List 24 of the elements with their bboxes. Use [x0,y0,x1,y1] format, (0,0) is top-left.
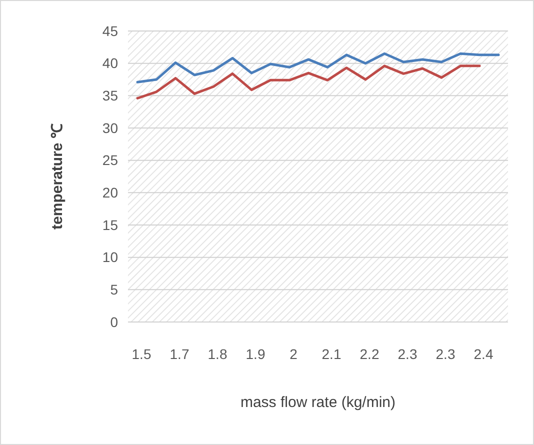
x-tick-label: 2.4 [474,346,494,362]
x-tick-label: 2.2 [360,346,380,362]
y-tick-label: 0 [110,314,118,330]
y-tick-label: 20 [102,184,118,201]
y-tick-label: 25 [102,152,118,168]
y-tick-label: 15 [102,216,118,233]
x-axis-title: mass flow rate (kg/min) [240,394,396,411]
line-series [136,64,481,100]
x-tick-label: 1.7 [170,346,190,362]
y-tick-label: 45 [102,22,118,39]
x-tick-label: 2 [290,346,298,362]
y-axis-title: temperature ℃ [49,124,66,230]
x-tick-label: 2.1 [322,346,342,362]
line-series [136,52,500,84]
y-tick-label: 40 [102,55,118,72]
y-tick-label: 10 [102,249,118,266]
x-tick-label: 2.3 [398,346,418,362]
y-tick-label: 35 [102,88,118,104]
y-tick-label: 5 [110,282,118,298]
x-tick-label: 1.9 [246,346,266,362]
x-tick-label: 2.3 [436,346,456,362]
x-tick-label: 1.5 [132,346,152,362]
x-tick-label: 1.8 [208,346,228,362]
y-tick-label: 30 [102,120,118,136]
